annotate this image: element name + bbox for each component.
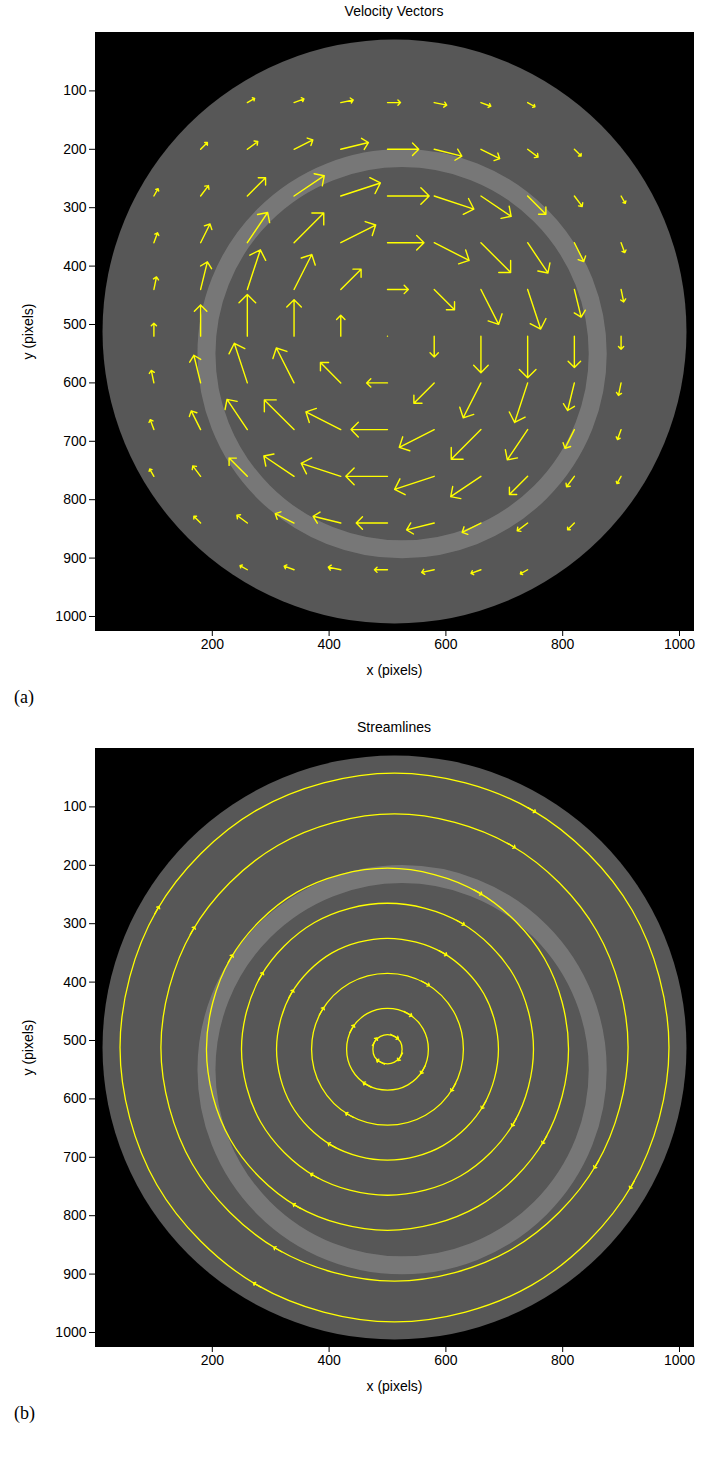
svg-text:y (pixels): y (pixels) (20, 303, 36, 359)
html-text:Streamlines: Streamlines (357, 719, 431, 735)
svg-text:1000: 1000 (664, 1352, 695, 1368)
svg-text:600: 600 (434, 1352, 458, 1368)
svg-text:200: 200 (63, 857, 87, 873)
svg-text:500: 500 (63, 1032, 87, 1048)
svg-text:200: 200 (63, 141, 87, 157)
svg-text:400: 400 (63, 258, 87, 274)
svg-text:700: 700 (63, 1149, 87, 1165)
svg-text:800: 800 (551, 636, 575, 652)
svg-text:700: 700 (63, 433, 87, 449)
svg-text:1000: 1000 (55, 1324, 86, 1340)
svg-text:y (pixels): y (pixels) (20, 1019, 36, 1075)
svg-text:300: 300 (63, 199, 87, 215)
svg-text:900: 900 (63, 1266, 87, 1282)
svg-text:100: 100 (63, 82, 87, 98)
svg-text:200: 200 (201, 636, 225, 652)
svg-text:1000: 1000 (55, 608, 86, 624)
svg-text:900: 900 (63, 550, 87, 566)
svg-text:800: 800 (551, 1352, 575, 1368)
svg-text:600: 600 (434, 636, 458, 652)
html-text:Velocity Vectors: Velocity Vectors (344, 3, 444, 19)
svg-text:300: 300 (63, 915, 87, 931)
svg-text:500: 500 (63, 316, 87, 332)
svg-text:800: 800 (63, 491, 87, 507)
html-text:(a): (a) (14, 687, 34, 707)
svg-text:1000: 1000 (664, 636, 695, 652)
svg-text:800: 800 (63, 1207, 87, 1223)
svg-text:600: 600 (63, 374, 87, 390)
html-text:(b): (b) (14, 1403, 35, 1423)
svg-text:600: 600 (63, 1090, 87, 1106)
svg-text:x (pixels): x (pixels) (366, 662, 422, 678)
svg-text:400: 400 (317, 636, 341, 652)
svg-text:400: 400 (317, 1352, 341, 1368)
svg-text:x (pixels): x (pixels) (366, 1378, 422, 1394)
svg-text:200: 200 (201, 1352, 225, 1368)
svg-text:400: 400 (63, 974, 87, 990)
svg-text:100: 100 (63, 798, 87, 814)
